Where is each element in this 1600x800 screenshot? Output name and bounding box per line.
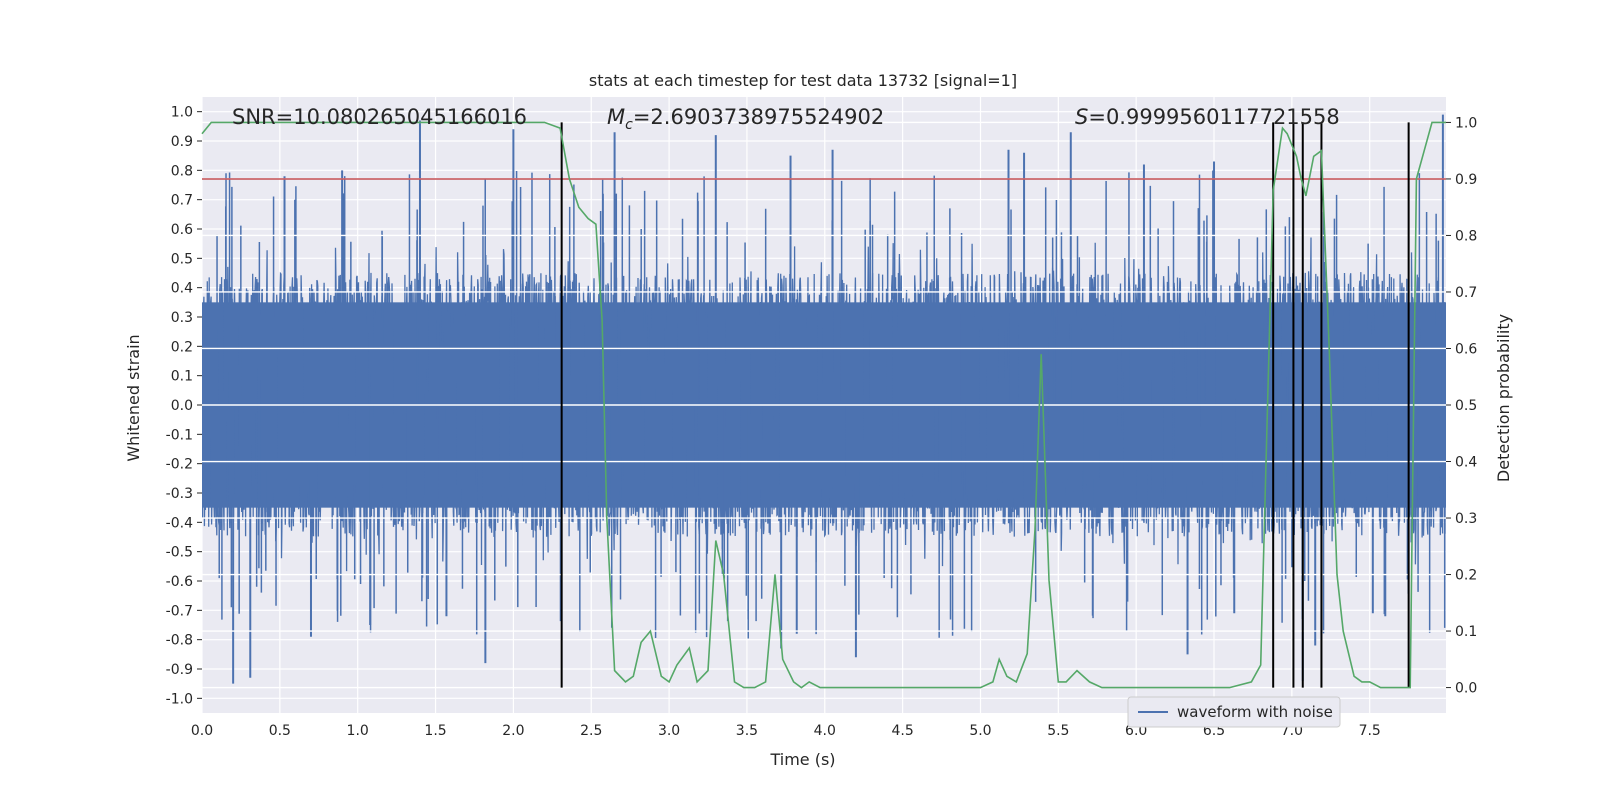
chirp-mass-annotation: Mc=2.6903738975524902 (607, 105, 884, 133)
x-tick-label: 5.0 (969, 723, 991, 739)
x-tick-label: 4.5 (891, 723, 913, 739)
chart-title: stats at each timestep for test data 137… (589, 71, 1017, 90)
chirp-mass-value: =2.6903738975524902 (633, 105, 884, 129)
legend-box (1127, 696, 1341, 728)
x-tick-label: 2.0 (502, 723, 524, 739)
x-axis-title: Time (s) (769, 750, 835, 769)
x-tick-label: 3.0 (658, 723, 680, 739)
snr-annotation: SNR=10.080265045166016 (232, 105, 527, 129)
legend-label-waveform: waveform with noise (1177, 703, 1333, 721)
y-axis-title: Whitened strain (124, 334, 143, 461)
y2-tick-label: 0.2 (1455, 568, 1477, 584)
y-tick-label: -0.5 (166, 545, 193, 561)
y-tick-label: 0.2 (171, 339, 193, 355)
y2-axis-title: Detection probability (1494, 314, 1513, 482)
y-tick-label: 0.1 (171, 369, 193, 385)
score-annotation: S=0.9999560117721558 (1075, 105, 1340, 129)
y-tick-label: 1.0 (171, 105, 193, 121)
y2-tick-label: 0.9 (1455, 172, 1477, 188)
legend: waveform with noise (1127, 696, 1341, 728)
y-tick-label: -0.3 (166, 486, 193, 502)
score-symbol: S (1075, 105, 1088, 129)
chirp-mass-symbol: M (607, 105, 625, 129)
y-tick-label: 0.7 (171, 193, 193, 209)
x-tick-label: 0.0 (191, 723, 213, 739)
x-tick-label: 1.5 (424, 723, 446, 739)
y-axis-ticks: 1.0 0.9 0.8 0.7 0.6 0.5 0.4 0.3 0.2 0.1 0.0 -0.1 -0.… (166, 105, 202, 707)
y-tick-label: -0.6 (166, 574, 193, 590)
x-tick-label: 7.5 (1359, 723, 1381, 739)
y2-axis-ticks: 1.0 0.9 0.8 0.7 0.6 0.5 0.4 0.3 0.2 0.1 0.0 (1446, 115, 1477, 697)
y2-tick-label: 0.4 (1455, 455, 1477, 471)
x-tick-label: 2.5 (580, 723, 602, 739)
y-tick-label: -0.2 (166, 457, 193, 473)
y2-tick-label: 0.7 (1455, 285, 1477, 301)
y-tick-label: 0.4 (171, 281, 193, 297)
score-value: =0.9999560117721558 (1088, 105, 1339, 129)
y2-tick-label: 0.1 (1455, 624, 1477, 640)
y2-tick-label: 0.6 (1455, 341, 1477, 357)
y-tick-label: 0.5 (171, 251, 193, 267)
y-tick-label: 0.9 (171, 134, 193, 150)
y-tick-label: 0.3 (171, 310, 193, 326)
detection-markers (560, 122, 1410, 688)
y-tick-label: -0.1 (166, 427, 193, 443)
y2-tick-label: 0.5 (1455, 398, 1477, 414)
waveform-series (202, 114, 1446, 684)
y-tick-label: -0.4 (166, 515, 193, 531)
y2-tick-label: 0.3 (1455, 511, 1477, 527)
x-tick-label: 0.5 (269, 723, 291, 739)
y2-tick-label: 1.0 (1455, 115, 1477, 131)
y2-tick-label: 0.8 (1455, 228, 1477, 244)
y-tick-label: -0.8 (166, 633, 193, 649)
y-tick-label: -1.0 (166, 691, 193, 707)
detection-probability-line (201, 121, 1446, 689)
y-tick-label: 0.6 (171, 222, 193, 238)
y-tick-label: -0.7 (166, 603, 193, 619)
y-tick-label: -0.9 (166, 662, 193, 678)
y-tick-label: 0.0 (171, 398, 193, 414)
y-tick-label: 0.8 (171, 163, 193, 179)
x-tick-label: 4.0 (814, 723, 836, 739)
chirp-mass-subscript: c (625, 117, 633, 133)
x-tick-label: 1.0 (347, 723, 369, 739)
x-tick-label: 5.5 (1047, 723, 1069, 739)
x-tick-label: 3.5 (736, 723, 758, 739)
y2-tick-label: 0.0 (1455, 681, 1477, 697)
